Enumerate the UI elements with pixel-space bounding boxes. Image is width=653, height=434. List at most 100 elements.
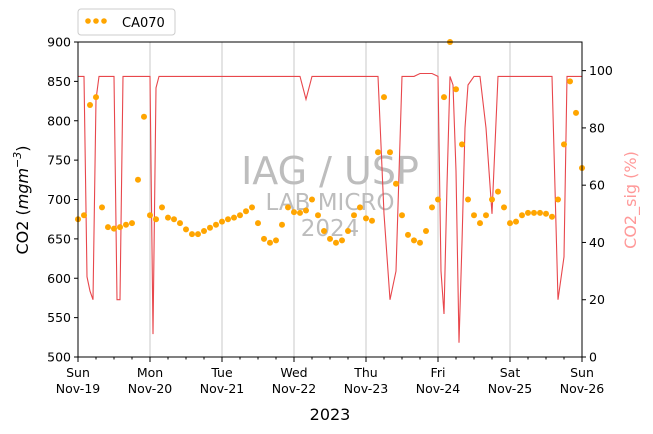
right-y-axis: 0 20 40 60 80 100: [582, 63, 613, 365]
ca070-point: [207, 224, 213, 231]
ca070-point: [465, 196, 471, 203]
ca070-point: [339, 237, 345, 244]
ca070-point: [315, 212, 321, 219]
ca070-point: [573, 109, 579, 116]
ca070-point: [507, 220, 513, 227]
ca070-point: [93, 94, 99, 101]
legend-label: CA070: [122, 16, 165, 31]
left-y-label-paren-close: ): [13, 145, 32, 151]
left-y-tick-label: 750: [47, 153, 71, 168]
ca070-point: [129, 220, 135, 227]
ca070-point: [147, 212, 153, 219]
ca070-point: [561, 141, 567, 148]
left-y-label-main: CO2: [13, 216, 32, 255]
left-y-label-exp: −3: [11, 152, 24, 168]
ca070-point: [243, 208, 249, 215]
ca070-point: [393, 180, 399, 187]
ca070-point: [171, 216, 177, 223]
ca070-point: [333, 239, 339, 246]
ca070-point: [111, 225, 117, 232]
x-tick-date: Nov-20: [128, 381, 173, 396]
ca070-point: [549, 213, 555, 220]
x-tick-day: Sun: [66, 365, 90, 380]
ca070-point: [225, 216, 231, 223]
left-y-tick-label: 650: [47, 231, 71, 246]
ca070-point: [519, 212, 525, 219]
ca070-series: [75, 39, 585, 246]
ca070-point: [309, 196, 315, 203]
x-axis: SunNov-19MonNov-20TueNov-21WedNov-22ThuN…: [56, 357, 605, 396]
ca070-point: [375, 149, 381, 156]
left-y-label-paren-open: (: [13, 209, 32, 215]
ca070-point: [135, 176, 141, 183]
ca070-point: [261, 235, 267, 242]
x-tick-date: Nov-26: [560, 381, 605, 396]
right-y-tick-label: 60: [589, 178, 605, 193]
ca070-point: [285, 204, 291, 211]
ca070-point: [327, 235, 333, 242]
ca070-point: [411, 237, 417, 244]
x-tick-day: Fri: [431, 365, 446, 380]
right-y-tick-label: 100: [589, 63, 613, 78]
watermark-line1: IAG / USP: [241, 149, 419, 193]
ca070-point: [537, 209, 543, 216]
ca070-point: [345, 228, 351, 234]
x-tick-date: Nov-19: [56, 381, 101, 396]
ca070-point: [177, 220, 183, 227]
legend-marker-dot: [101, 18, 107, 24]
legend-marker: [85, 18, 107, 24]
ca070-point: [237, 212, 243, 219]
ca070-point: [471, 212, 477, 219]
left-y-tick-label: 550: [47, 310, 71, 325]
x-tick-date: Nov-23: [344, 381, 388, 396]
ca070-point: [117, 224, 123, 231]
x-tick-day: Tue: [210, 365, 233, 380]
ca070-point: [273, 237, 279, 244]
ca070-point: [99, 204, 105, 211]
left-y-tick-label: 900: [47, 35, 71, 50]
left-y-tick-label: 800: [47, 113, 71, 128]
left-y-tick-label: 700: [47, 192, 71, 207]
ca070-point: [159, 204, 165, 211]
ca070-point: [351, 212, 357, 219]
right-y-tick-label: 80: [589, 120, 605, 135]
ca070-point: [297, 209, 303, 216]
left-y-label-unit: mgm: [13, 168, 32, 209]
x-tick-date: Nov-22: [272, 381, 316, 396]
ca070-point: [183, 226, 189, 233]
ca070-point: [165, 214, 171, 221]
ca070-point: [201, 228, 207, 234]
ca070-point: [81, 212, 87, 219]
right-y-tick-label: 20: [589, 292, 605, 307]
left-y-tick-label: 500: [47, 350, 71, 365]
ca070-point: [477, 220, 483, 227]
ca070-point: [153, 216, 159, 223]
ca070-point: [417, 239, 423, 246]
x-tick-date: Nov-21: [200, 381, 244, 396]
ca070-point: [495, 188, 501, 195]
legend-marker-dot: [93, 18, 99, 24]
ca070-point: [543, 210, 549, 217]
ca070-point: [501, 204, 507, 211]
ca070-point: [195, 231, 201, 238]
x-tick-day: Sat: [500, 365, 521, 380]
ca070-point: [405, 231, 411, 238]
ca070-point: [363, 215, 369, 222]
x-tick-date: Nov-25: [488, 381, 532, 396]
ca070-point: [189, 231, 195, 238]
ca070-point: [357, 204, 363, 211]
ca070-point: [513, 218, 519, 225]
ca070-point: [441, 94, 447, 101]
x-tick-day: Thu: [353, 365, 377, 380]
left-y-tick-label: 850: [47, 74, 71, 89]
ca070-point: [555, 196, 561, 203]
legend: CA070: [77, 8, 176, 36]
ca070-point: [399, 212, 405, 219]
ca070-point: [435, 196, 441, 203]
left-y-tick-label: 600: [47, 271, 71, 286]
ca070-point: [321, 228, 327, 234]
ca070-point: [303, 207, 309, 214]
x-tick-day: Sun: [570, 365, 594, 380]
x-tick-day: Mon: [137, 365, 163, 380]
